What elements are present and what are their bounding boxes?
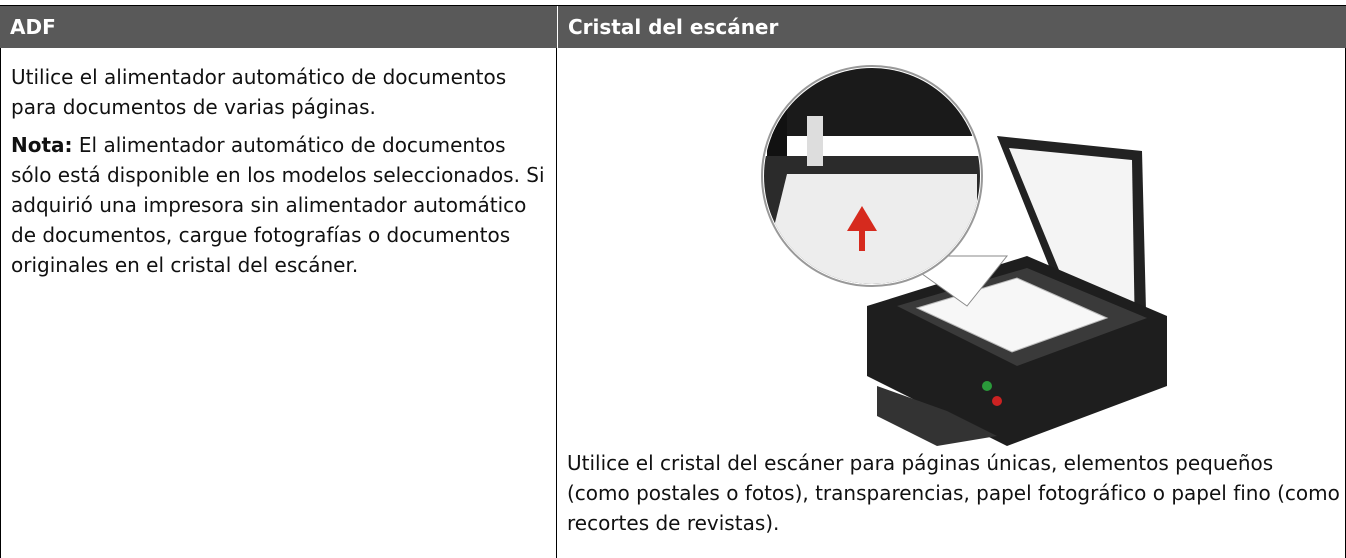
note: Nota: El alimentador automático de docum… [11, 130, 548, 280]
note-label: Nota: [11, 133, 73, 157]
header-cell: ADF [0, 6, 557, 48]
printer-illustration [761, 65, 1167, 446]
paragraph: Utilice el alimentador automático de doc… [11, 65, 507, 119]
button [992, 396, 1002, 406]
table: ADF Cristal del escáner Utilice el alime… [0, 5, 1346, 558]
header-cell: Cristal del escáner [557, 6, 1346, 48]
button [982, 381, 992, 391]
caption: Utilice el cristal del escáner para pági… [567, 451, 1340, 535]
table-cell: Utilice el cristal del escáner para pági… [557, 48, 1346, 558]
output-tray [877, 386, 997, 446]
note-text: El alimentador automático de documentos … [11, 133, 545, 277]
table-cell: Utilice el alimentador automático de doc… [0, 48, 557, 558]
